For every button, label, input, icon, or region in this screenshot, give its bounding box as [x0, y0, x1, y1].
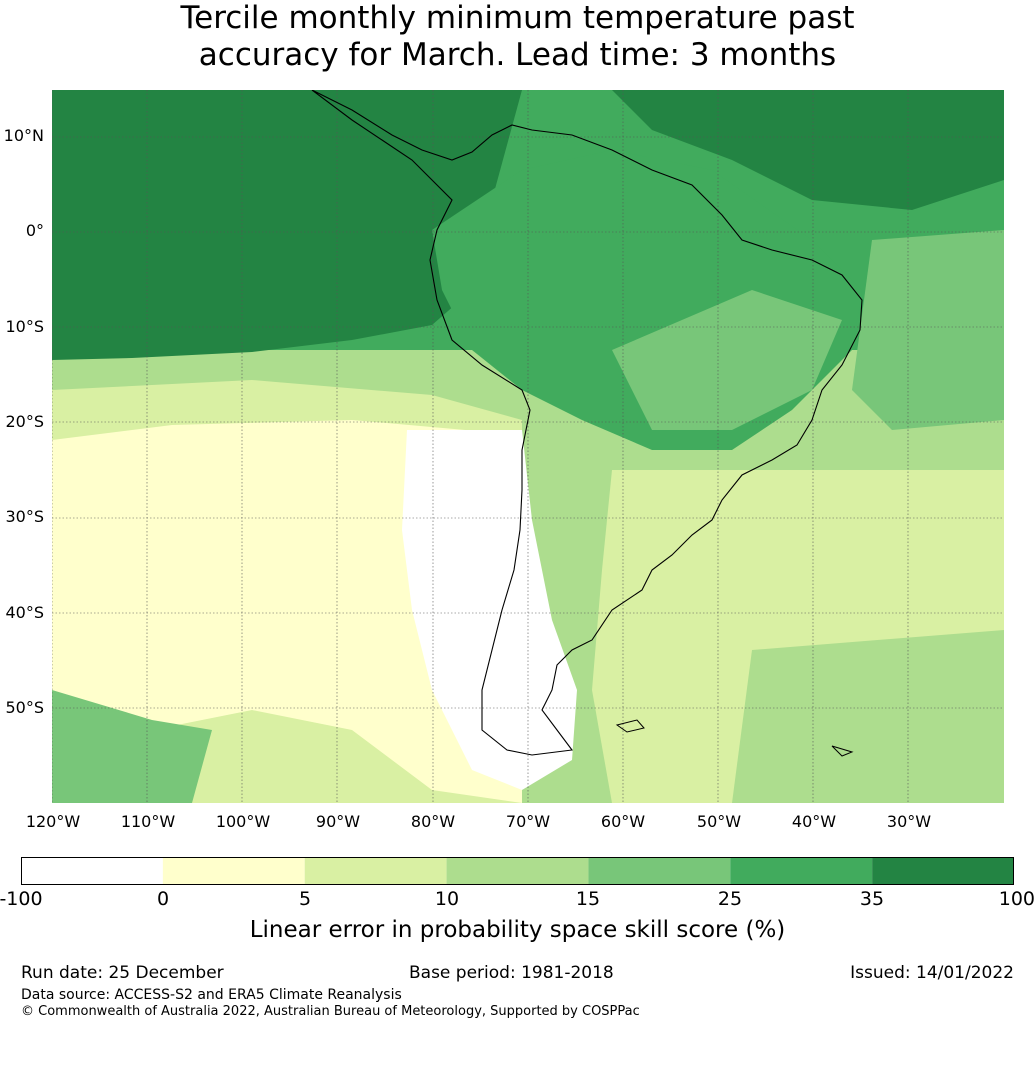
colorbar-tick-3: 10: [434, 888, 460, 910]
coastline-falklands: [615, 719, 645, 733]
land-low-skill-patagonia: [402, 430, 577, 790]
colorbar-label: Linear error in probability space skill …: [249, 917, 786, 943]
lon-label-110w: 110°W: [120, 812, 176, 831]
map-title: Tercile monthly minimum temperature past…: [0, 0, 1035, 74]
issued-date: Issued: 14/01/2022: [850, 963, 1014, 983]
colorbar-tick-0: -100: [0, 888, 43, 910]
lat-label-30s: 30°S: [5, 507, 44, 526]
graticule: [52, 90, 1004, 803]
lon-label-50w: 50°W: [696, 812, 742, 831]
brazil-highlands: [612, 290, 842, 430]
colorbar-tick-1: 0: [156, 888, 170, 910]
colorbar-tick-4: 15: [575, 888, 601, 910]
coastline-south-georgia: [831, 745, 854, 757]
base-period: Base period: 1981-2018: [409, 963, 614, 983]
dark-pacific-band: [52, 90, 522, 360]
colorbar-segment-1: [21, 857, 163, 885]
lat-label-0: 0°: [25, 221, 44, 240]
lon-label-100w: 100°W: [215, 812, 271, 831]
lat-label-20s: 20°S: [5, 412, 44, 431]
lat-label-50s: 50°S: [5, 698, 44, 717]
lon-label-80w: 80°W: [410, 812, 456, 831]
lat-label-10n: 10°N: [3, 126, 44, 145]
colorbar-tick-6: 35: [859, 888, 885, 910]
skill-map: [52, 90, 1004, 803]
colorbar-tick-5: 25: [717, 888, 743, 910]
run-date: Run date: 25 December: [21, 963, 224, 983]
lon-label-60w: 60°W: [600, 812, 646, 831]
dark-atlantic-band: [612, 90, 1004, 210]
colorbar-segment-5: [588, 857, 731, 885]
lon-label-120w: 120°W: [25, 812, 81, 831]
colorbar-segment-4: [446, 857, 589, 885]
lat-label-40s: 40°S: [5, 603, 44, 622]
coastline-south-america: [311, 90, 863, 756]
colorbar-segment-3: [304, 857, 447, 885]
lon-label-40w: 40°W: [791, 812, 837, 831]
copyright: © Commonwealth of Australia 2022, Austra…: [21, 1004, 640, 1019]
atlantic-east-band: [852, 230, 1004, 430]
colorbar: [21, 857, 1014, 885]
lon-label-70w: 70°W: [505, 812, 551, 831]
data-source: Data source: ACCESS-S2 and ERA5 Climate …: [21, 987, 402, 1003]
lon-label-90w: 90°W: [315, 812, 361, 831]
colorbar-tick-7: 100: [998, 888, 1035, 910]
atlantic-southeast-green: [732, 630, 1004, 803]
lon-label-30w: 30°W: [886, 812, 932, 831]
colorbar-segment-6: [730, 857, 873, 885]
lat-label-10s: 10°S: [5, 317, 44, 336]
colorbar-segment-7: [872, 857, 1014, 885]
title-line-1: Tercile monthly minimum temperature past: [180, 0, 855, 36]
high-skill-southwest-band: [52, 690, 212, 803]
colorbar-tick-2: 5: [298, 888, 312, 910]
title-line-2: accuracy for March. Lead time: 3 months: [198, 37, 837, 73]
colorbar-segment-2: [162, 857, 305, 885]
